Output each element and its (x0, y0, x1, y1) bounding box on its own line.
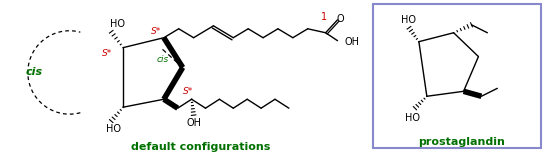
Text: default configurations: default configurations (131, 142, 270, 152)
Text: S*: S* (151, 27, 161, 36)
Text: cis: cis (25, 67, 43, 77)
Text: cis: cis (157, 55, 169, 64)
Text: HO: HO (406, 113, 420, 123)
Text: HO: HO (106, 124, 121, 134)
Text: O: O (337, 14, 345, 24)
Text: prostaglandin: prostaglandin (418, 137, 505, 147)
Bar (373, 4, 541, 148)
Text: HO: HO (110, 19, 124, 29)
Text: 1: 1 (321, 12, 327, 22)
Text: OH: OH (186, 118, 201, 128)
Text: HO: HO (401, 15, 417, 25)
Text: OH: OH (345, 37, 359, 47)
Text: S*: S* (102, 49, 112, 58)
Text: S*: S* (182, 87, 193, 96)
